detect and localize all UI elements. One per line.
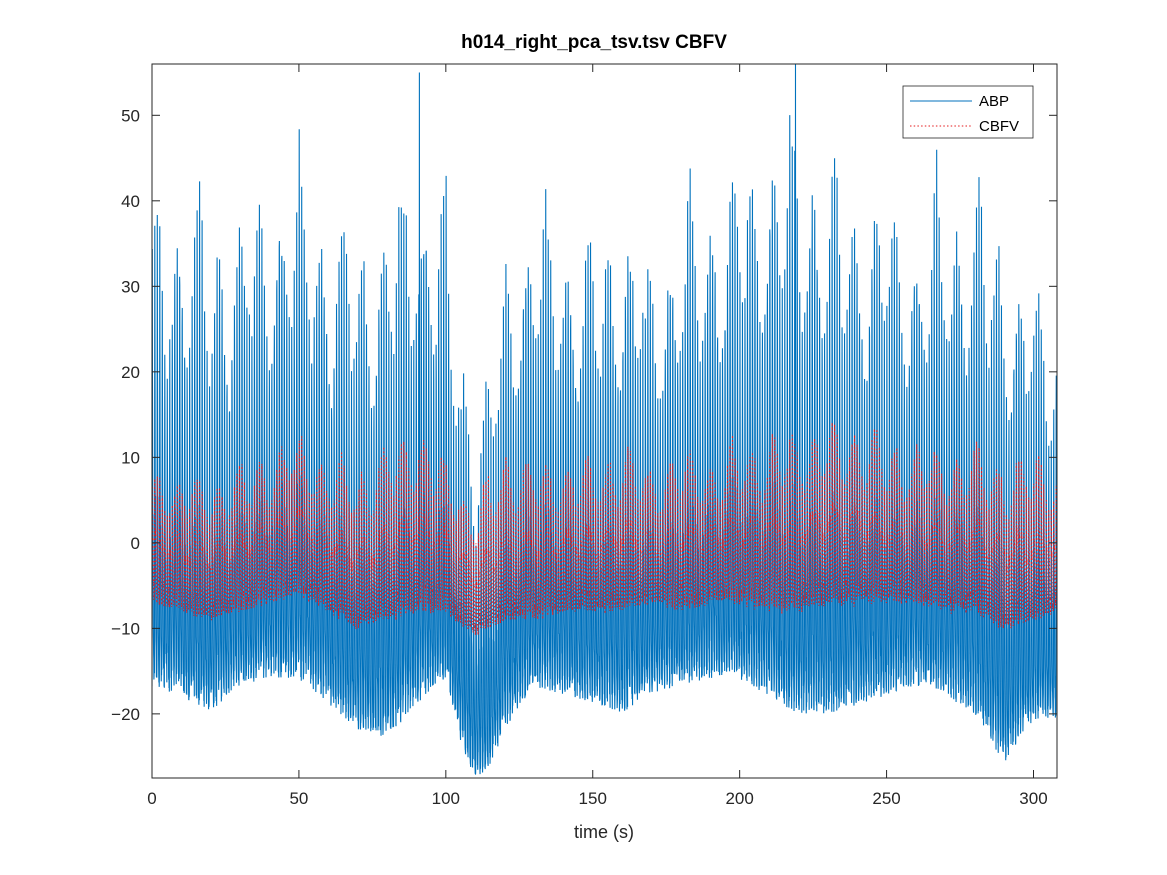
y-tick-label: 0	[131, 534, 140, 553]
y-axis: −20 −10 0 10 20 30 40 50	[111, 106, 1057, 724]
x-tick-label: 200	[725, 789, 753, 808]
legend-abp-label: ABP	[979, 93, 1009, 110]
legend-cbfv-label: CBFV	[979, 118, 1019, 135]
y-tick-label: 20	[121, 363, 140, 382]
plot-area: 0 50 100 150 200 250 300 −20 −10 0 10 20 30 40 50	[111, 63, 1058, 808]
x-axis: 0 50 100 150 200 250 300	[147, 64, 1048, 808]
legend-box	[902, 85, 1034, 139]
chart-title: h014_right_pca_tsv.tsv CBFV	[461, 32, 727, 53]
x-tick-label: 0	[147, 789, 156, 808]
series-abp-line	[152, 64, 1057, 775]
y-tick-label: 50	[121, 106, 140, 125]
legend: ABP CBFV	[902, 85, 1034, 139]
x-tick-label: 250	[872, 789, 900, 808]
x-tick-label: 100	[432, 789, 460, 808]
x-axis-label: time (s)	[574, 822, 634, 842]
x-tick-label: 150	[579, 789, 607, 808]
y-tick-label: −20	[111, 705, 140, 724]
x-tick-label: 50	[289, 789, 308, 808]
x-tick-label: 300	[1019, 789, 1047, 808]
y-tick-label: −10	[111, 619, 140, 638]
y-tick-label: 40	[121, 192, 140, 211]
y-tick-label: 30	[121, 277, 140, 296]
axes-box	[151, 63, 1058, 779]
series-cbfv-line	[152, 422, 1057, 635]
y-tick-label: 10	[121, 448, 140, 467]
